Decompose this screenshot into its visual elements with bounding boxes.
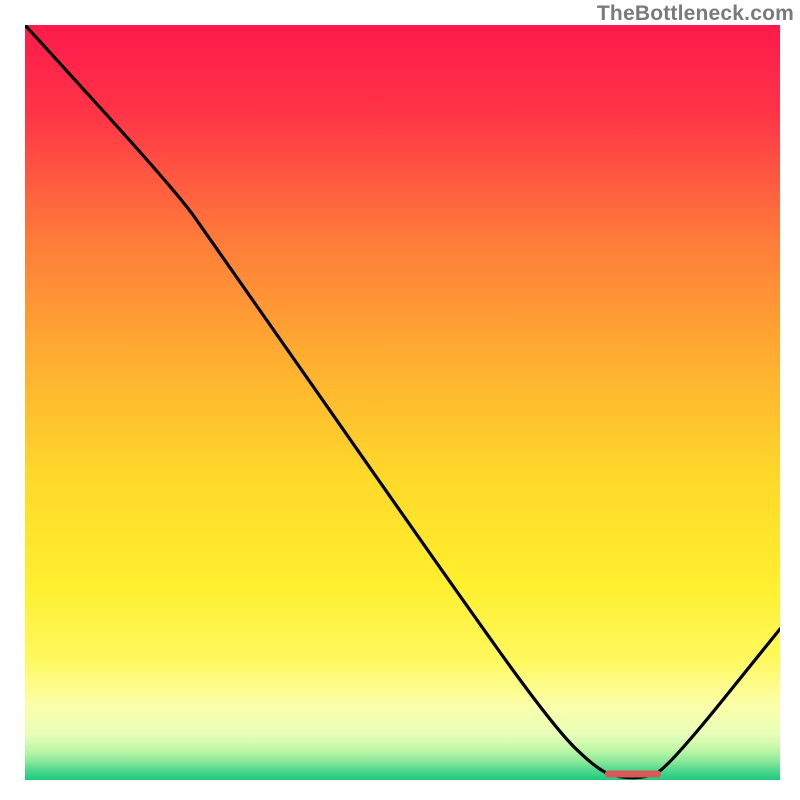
curve-overlay (25, 25, 780, 780)
plot-area (25, 25, 780, 780)
attribution-text: TheBottleneck.com (597, 2, 794, 26)
minimum-marker (605, 770, 661, 777)
chart-container: TheBottleneck.com (0, 0, 800, 800)
